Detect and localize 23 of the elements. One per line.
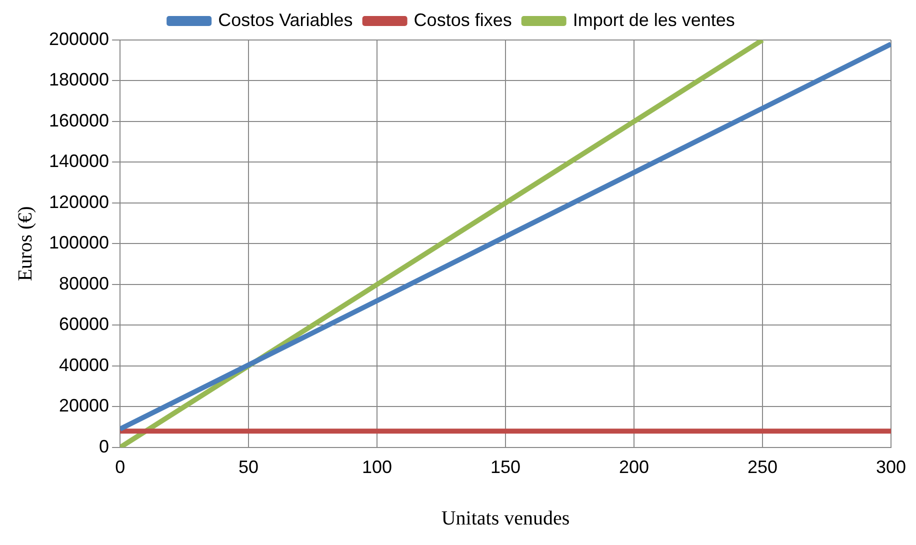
y-axis-title: Euros (€) (14, 206, 36, 282)
y-tick-label: 120000 (48, 192, 110, 212)
x-tick-label: 50 (238, 457, 259, 478)
y-tick-label: 200000 (48, 28, 110, 49)
y-tick-label: 100000 (48, 232, 110, 253)
x-tick-label: 250 (747, 457, 778, 478)
y-tick-label: 0 (99, 436, 110, 456)
y-tick-label: 80000 (59, 273, 110, 294)
x-tick-label: 100 (362, 457, 392, 478)
x-tick-label: 200 (618, 457, 650, 478)
x-axis-title: Unitats venudes (441, 507, 570, 530)
legend-label: Import de les ventes (572, 10, 735, 30)
y-tick-label: 60000 (59, 314, 110, 334)
y-tick-label: 180000 (48, 70, 110, 90)
x-tick-label: 150 (490, 457, 521, 478)
x-tick-label: 0 (115, 457, 126, 478)
y-tick-label: 140000 (48, 151, 110, 172)
y-tick-label: 20000 (59, 396, 110, 416)
legend-label: Costos Variables (218, 10, 353, 30)
legend-label: Costos fixes (414, 10, 512, 30)
x-tick-label: 300 (876, 457, 906, 478)
y-tick-label: 160000 (48, 110, 110, 130)
y-tick-label: 40000 (59, 354, 110, 375)
